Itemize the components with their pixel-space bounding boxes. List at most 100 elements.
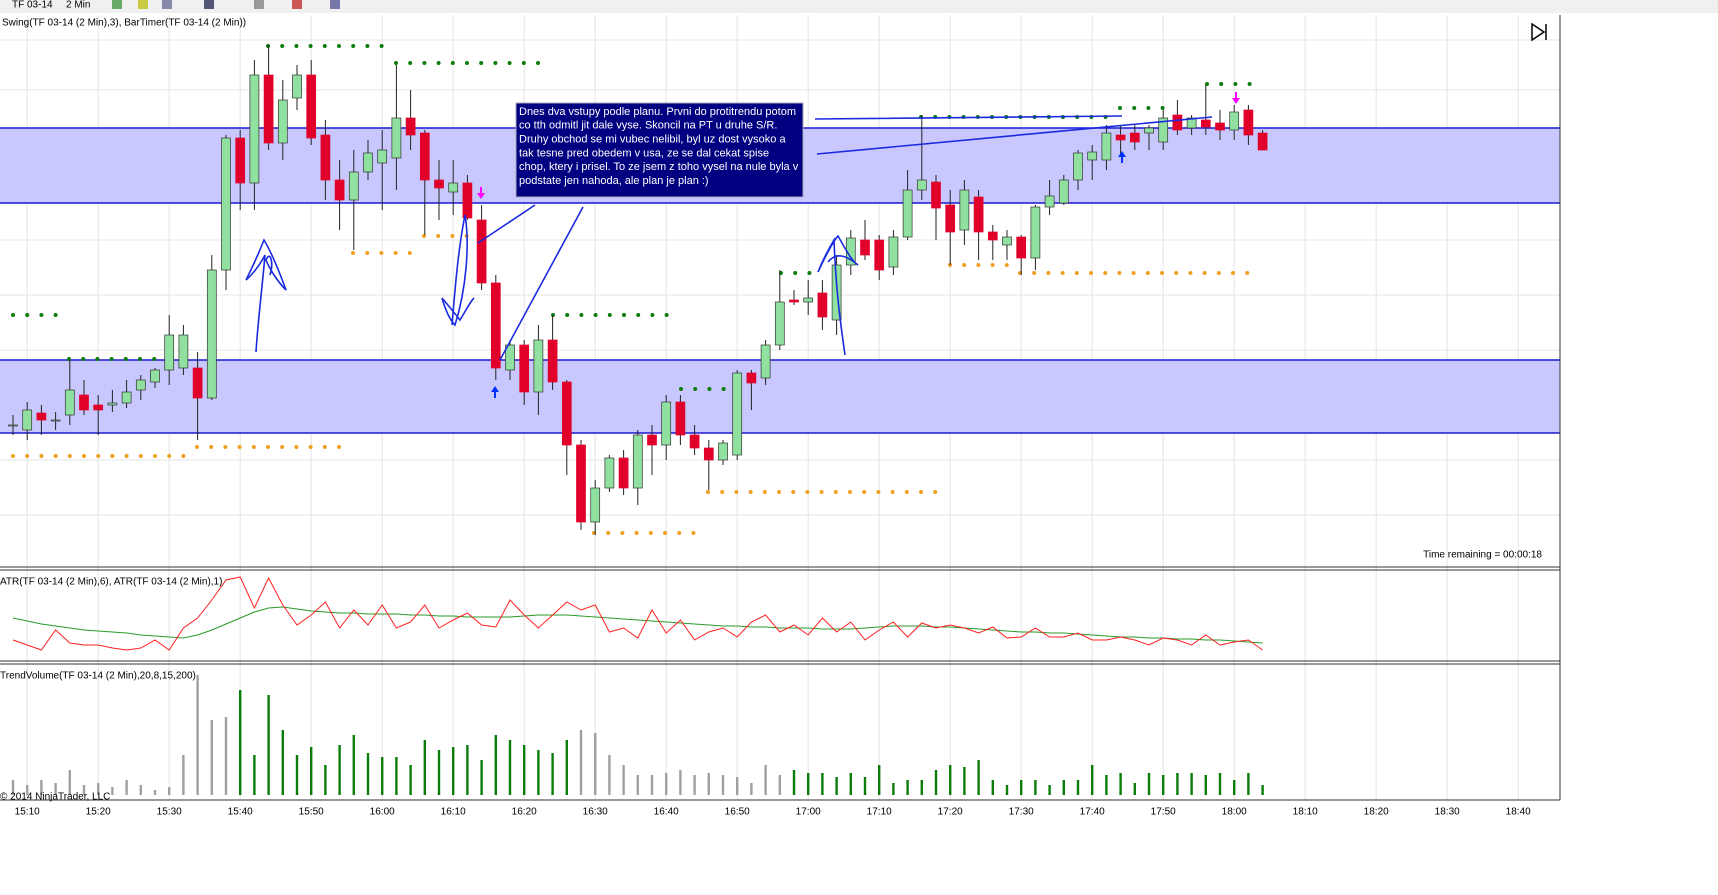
volume-bar (26, 785, 29, 795)
swing-dot (919, 490, 923, 494)
atr-line (12, 576, 1263, 651)
volume-bar (1218, 773, 1222, 795)
toolbar-icon[interactable] (138, 0, 148, 9)
volume-bar (1133, 783, 1136, 795)
swing-dot (138, 454, 143, 458)
copyright: © 2014 NinjaTrader, LLC (0, 792, 110, 803)
swing-dot (1233, 82, 1238, 86)
volume-bar (565, 740, 568, 795)
volume-bar (821, 773, 824, 795)
swing-dot (706, 490, 710, 494)
swing-dot (664, 313, 669, 317)
candle-body (1129, 132, 1140, 143)
x-tick-label: 15:30 (157, 807, 182, 818)
volume-bar (679, 770, 682, 795)
interval-selector[interactable]: 2 Min (66, 0, 90, 11)
instrument-selector[interactable]: TF 03-14 (12, 0, 53, 11)
candle-body (718, 442, 728, 461)
candle-body (64, 389, 75, 416)
volume-bar (253, 755, 256, 795)
x-tick-label: 17:10 (867, 807, 892, 818)
swing-dot (1118, 106, 1122, 110)
swing-dot (648, 531, 653, 535)
swing-dot (39, 313, 44, 317)
swing-dot (679, 387, 683, 391)
volume-bar (792, 770, 796, 795)
volume-bar (1176, 773, 1179, 795)
swing-dot (876, 490, 881, 494)
toolbar-icon[interactable] (112, 0, 122, 9)
candle-body (490, 282, 501, 369)
swing-dot (1146, 106, 1151, 110)
swing-dot (407, 251, 412, 255)
candle-body (320, 134, 331, 181)
candle-body (419, 132, 430, 181)
candle-body (647, 434, 657, 446)
candle-body (689, 434, 700, 449)
candle-body (1101, 132, 1112, 161)
toolbar-icon[interactable] (292, 0, 302, 9)
swing-dot (280, 445, 285, 449)
candle-body (36, 412, 47, 421)
candle-body (590, 487, 601, 523)
swing-dot (394, 61, 398, 65)
swing-dot (209, 445, 214, 449)
volume-bar (210, 720, 213, 795)
swing-dot (819, 490, 824, 494)
candle-body (888, 236, 899, 268)
candle-body (107, 402, 118, 406)
volume-bar (1048, 785, 1051, 795)
volume-bar (182, 755, 185, 795)
toolbar-icon[interactable] (330, 0, 340, 9)
swing-dot (1219, 82, 1224, 86)
swing-dot (1117, 271, 1122, 275)
swing-dot (1160, 106, 1165, 110)
swing-dot (25, 454, 30, 458)
swing-dot (181, 454, 186, 458)
swing-dot (365, 251, 370, 255)
volume-bar (508, 740, 512, 795)
swing-dot (1216, 271, 1221, 275)
annotation-line: tak tesne pred obedem v usa, ze se dal c… (519, 147, 769, 159)
volume-bar (523, 745, 526, 795)
volume-bar (1162, 775, 1165, 795)
candle-body (221, 137, 231, 271)
swing-dot (693, 387, 698, 391)
candle-body (916, 179, 927, 191)
swing-dot (450, 61, 455, 65)
candle-body (1058, 179, 1069, 204)
swing-dot (607, 313, 612, 317)
swing-dot (195, 445, 199, 449)
volume-bar (878, 765, 881, 795)
volume-bar (1005, 785, 1009, 795)
volume-bar (594, 733, 597, 795)
x-tick-label: 18:30 (1435, 807, 1460, 818)
volume-bar (111, 787, 114, 795)
swing-dot (990, 263, 995, 267)
swing-dot (1145, 271, 1150, 275)
toolbar-icon[interactable] (204, 0, 214, 9)
toolbar-icon[interactable] (254, 0, 264, 9)
swing-dot (620, 531, 625, 535)
candle-body (363, 152, 373, 173)
toolbar-icon[interactable] (162, 0, 172, 9)
volume-bar (466, 745, 469, 795)
volume-bar (707, 773, 710, 795)
candle-body (945, 204, 956, 233)
candle-body (391, 117, 402, 159)
volume-bar (168, 787, 171, 795)
candle-body (519, 344, 530, 393)
swing-dot (96, 454, 101, 458)
candle-body (604, 457, 615, 489)
candle-body (1016, 236, 1027, 259)
swing-dot (109, 357, 114, 361)
x-tick-label: 17:20 (938, 807, 963, 818)
candle-body (178, 334, 189, 369)
scroll-end-button[interactable] (1531, 22, 1547, 42)
candle-body (632, 434, 643, 489)
volume-bar (267, 695, 270, 795)
volume-panel-label: TrendVolume(TF 03-14 (2 Min),20,8,15,200… (0, 671, 196, 682)
volume-bar (239, 690, 242, 795)
swing-dot (124, 454, 129, 458)
